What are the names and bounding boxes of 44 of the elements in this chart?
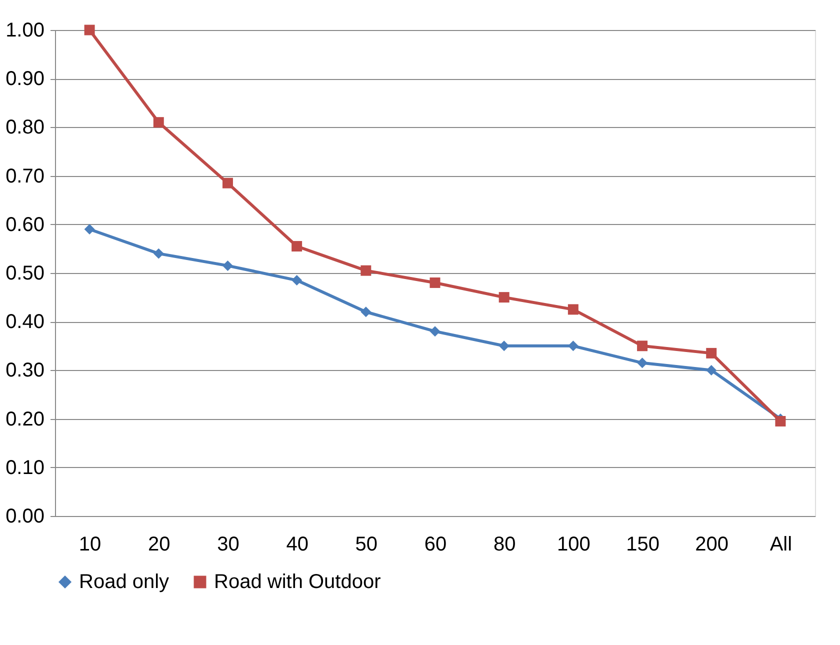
y-tick-label: 0.80 (6, 116, 44, 139)
point (706, 364, 717, 376)
point (222, 178, 233, 188)
x-tick-label: 60 (424, 534, 447, 556)
point (153, 248, 164, 259)
y-tick-label: 0.50 (6, 262, 44, 284)
y-tick-label: 0.90 (6, 68, 44, 90)
x-tick-label: 150 (626, 534, 660, 556)
point (637, 358, 648, 368)
y-tick-label: 0.20 (6, 408, 44, 430)
y-tick-label: 0.10 (6, 456, 44, 479)
point (430, 326, 440, 337)
x-tick-label: 200 (695, 534, 729, 556)
point (292, 275, 302, 286)
x-tick-label: 50 (355, 534, 378, 556)
point (360, 306, 372, 318)
x-tick-label: 30 (217, 534, 240, 556)
point (568, 340, 578, 352)
y-tick-label: 0.70 (6, 165, 44, 188)
x-tick-label: 10 (78, 534, 102, 556)
y-tick-label: 0.00 (6, 506, 44, 528)
point (430, 277, 440, 288)
point (292, 241, 302, 252)
point (568, 304, 578, 315)
point (84, 24, 95, 36)
point (706, 348, 717, 358)
y-tick-label: 1.00 (6, 20, 44, 42)
point (84, 224, 95, 235)
point (222, 260, 233, 271)
x-tick-label: 20 (148, 534, 170, 556)
legend-label: Road only (79, 571, 170, 593)
legend-label: Road with Outdoor (214, 571, 382, 593)
x-tick-label: 40 (286, 534, 308, 556)
x-tick-label: All (770, 534, 792, 556)
point (498, 292, 510, 303)
y-tick-label: 0.30 (6, 360, 44, 382)
point (498, 340, 510, 352)
y-tick-label: 0.40 (6, 311, 44, 334)
y-tick-label: 0.60 (6, 214, 44, 236)
point (637, 340, 648, 352)
x-tick-label: 80 (493, 534, 516, 556)
x-tick-label: 100 (556, 534, 590, 556)
point (153, 117, 164, 128)
point (360, 265, 372, 276)
